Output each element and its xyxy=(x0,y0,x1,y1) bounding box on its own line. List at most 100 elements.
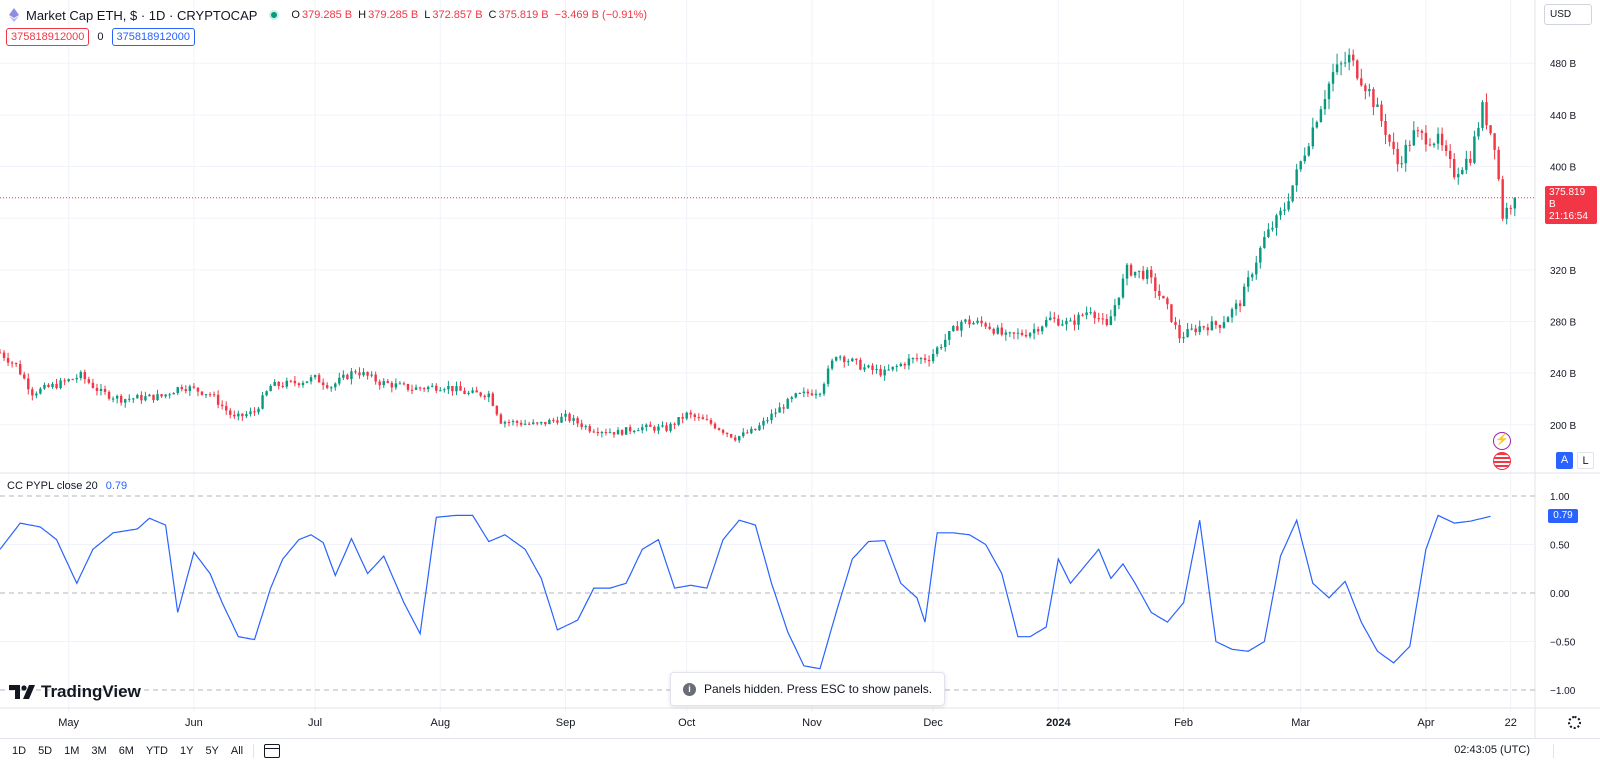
candle-body xyxy=(649,424,652,427)
us-flag-icon[interactable] xyxy=(1493,452,1511,470)
candle-body xyxy=(1432,143,1436,146)
candle-body xyxy=(600,432,604,434)
candle-body xyxy=(729,434,733,438)
indicator-legend[interactable]: CC PYPL close 20 0.79 xyxy=(7,480,127,492)
close-label: C xyxy=(488,9,497,21)
candle-body xyxy=(192,386,196,388)
candle-body xyxy=(1218,324,1222,328)
candle-body xyxy=(1093,312,1096,319)
utc-clock[interactable]: 02:43:05 (UTC) xyxy=(1454,744,1530,756)
candle-body xyxy=(253,411,256,413)
candle-body xyxy=(342,374,345,378)
period-6m[interactable]: 6M xyxy=(118,744,134,757)
candle-body xyxy=(1101,318,1104,320)
candle-body xyxy=(358,372,361,376)
x-tick-label: Oct xyxy=(678,717,695,729)
candle-body xyxy=(71,379,74,381)
candle-body xyxy=(572,418,575,421)
candle-body xyxy=(1444,145,1448,151)
period-1d[interactable]: 1D xyxy=(12,744,27,757)
candle-body xyxy=(1465,158,1468,170)
candle-body xyxy=(935,347,939,354)
candle-body xyxy=(475,390,478,393)
candle-body xyxy=(693,414,697,418)
candle-body xyxy=(762,420,765,426)
candle-body xyxy=(782,407,785,409)
candle-body xyxy=(1388,134,1391,142)
candle-body xyxy=(689,412,692,415)
candle-body xyxy=(1505,207,1508,219)
tradingview-logo[interactable]: TradingView xyxy=(9,682,141,702)
candle-body xyxy=(111,398,115,400)
candle-body xyxy=(1287,201,1290,210)
candle-body xyxy=(59,380,62,389)
candle-body xyxy=(665,425,668,431)
indicator-tick-label: 1.00 xyxy=(1550,492,1570,503)
symbol-legend[interactable]: Market Cap ETH, $ · 1D · CRYPTOCAP O 379.… xyxy=(8,6,651,24)
candle-body xyxy=(960,321,963,331)
period-5y[interactable]: 5Y xyxy=(205,744,219,757)
candle-body xyxy=(1097,318,1100,320)
chart-canvas[interactable]: May Jun Jul Aug Sep Oct Nov Dec 2024 Feb Mar Apr 22 2… xyxy=(0,0,1600,738)
x-tick-label: Apr xyxy=(1417,717,1434,729)
candle-body xyxy=(988,326,991,329)
period-1y[interactable]: 1Y xyxy=(179,744,194,757)
candle-body xyxy=(956,326,959,331)
candle-body xyxy=(208,394,212,396)
lightning-icon[interactable]: ⚡ xyxy=(1493,432,1511,450)
sell-pill[interactable]: 375818912000 xyxy=(6,28,90,46)
y-tick-label: 440 B xyxy=(1550,111,1576,122)
candle-body xyxy=(172,393,175,395)
candle-body xyxy=(511,421,515,423)
last-price-value: 375.819 B xyxy=(1549,187,1586,210)
candle-body xyxy=(871,365,874,370)
candle-body xyxy=(241,413,244,417)
candle-body xyxy=(390,382,394,388)
log-scale-button[interactable]: L xyxy=(1577,452,1594,469)
candle-body xyxy=(1368,89,1371,92)
indicator-name[interactable]: CC PYPL close 20 xyxy=(7,480,98,492)
candle-body xyxy=(556,420,559,423)
candle-body xyxy=(23,374,26,379)
candle-body xyxy=(883,369,886,376)
period-1m[interactable]: 1M xyxy=(64,744,80,757)
candle-body xyxy=(1263,236,1266,248)
candle-body xyxy=(580,423,583,428)
candle-body xyxy=(1412,130,1416,146)
candle-body xyxy=(1170,304,1173,322)
buy-pill[interactable]: 375818912000 xyxy=(111,28,195,46)
settings-gear-icon[interactable] xyxy=(1568,716,1581,729)
indicator-value: 0.79 xyxy=(105,480,128,492)
bottom-toolbar: 1D 5D 1M 3M 6M YTD 1Y 5Y All 02:43:05 (U… xyxy=(0,738,1600,762)
candle-body xyxy=(212,394,216,396)
toast-text: Panels hidden. Press ESC to show panels. xyxy=(704,682,933,696)
candle-body xyxy=(1364,85,1367,92)
period-5d[interactable]: 5D xyxy=(38,744,53,757)
candle-body xyxy=(495,405,499,415)
period-3m[interactable]: 3M xyxy=(91,744,107,757)
candle-body xyxy=(984,323,987,327)
candle-body xyxy=(766,420,769,422)
candle-body xyxy=(1485,102,1488,126)
candle-body xyxy=(1036,329,1040,332)
low-value: 372.857 B xyxy=(432,9,483,21)
symbol-title[interactable]: Market Cap ETH, $ · 1D · CRYPTOCAP xyxy=(26,7,258,23)
indicator-tick-label: 0.00 xyxy=(1550,589,1570,600)
period-ytd[interactable]: YTD xyxy=(145,744,168,757)
candle-body xyxy=(596,431,600,434)
candle-body xyxy=(63,380,66,382)
candle-body xyxy=(406,383,410,390)
candle-body xyxy=(802,391,806,394)
period-all[interactable]: All xyxy=(230,744,244,757)
calendar-icon[interactable] xyxy=(264,743,281,758)
candle-body xyxy=(1356,60,1359,79)
auto-scale-button[interactable]: A xyxy=(1556,452,1573,469)
candle-body xyxy=(887,369,890,371)
candle-body xyxy=(148,394,151,397)
candle-body xyxy=(1323,99,1327,110)
candle-body xyxy=(794,393,797,398)
candle-body xyxy=(1331,72,1335,84)
currency-select[interactable]: USD xyxy=(1544,4,1592,25)
candle-body xyxy=(952,326,955,332)
candle-body xyxy=(616,430,620,435)
